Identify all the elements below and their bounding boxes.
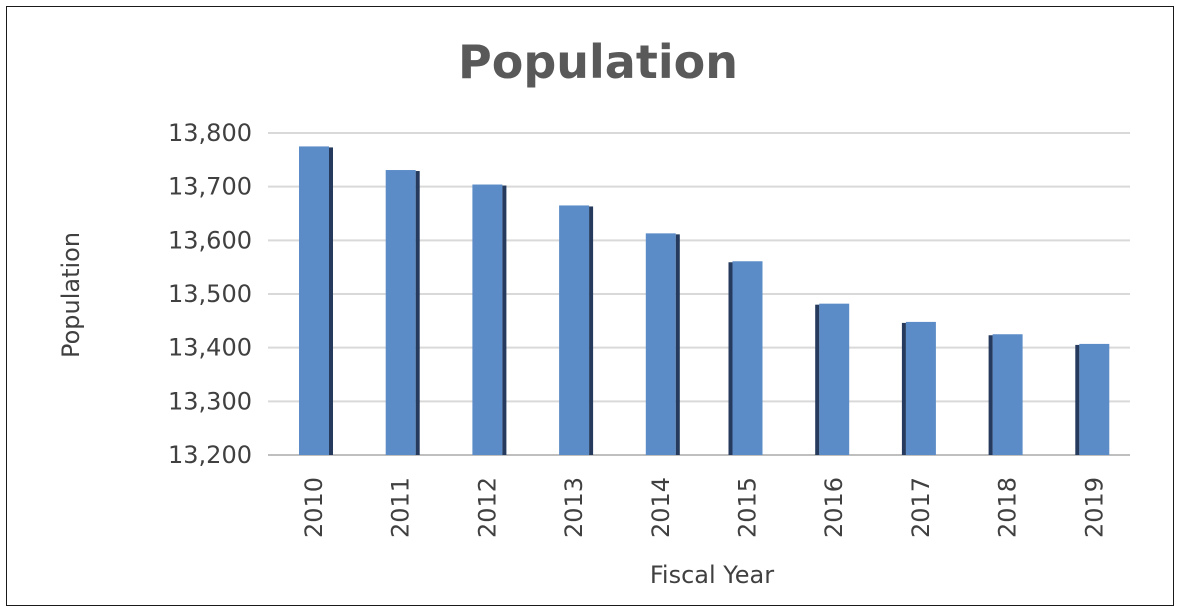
bar-side	[589, 206, 594, 455]
y-axis-label: Population	[57, 232, 85, 358]
bars	[299, 146, 1110, 455]
bar-side	[329, 147, 333, 455]
y-tick-label: 13,300	[168, 387, 252, 415]
x-tick-label: 2017	[907, 477, 935, 538]
y-tick-label: 13,500	[168, 280, 252, 308]
x-tick-label: 2018	[994, 477, 1022, 538]
bar	[732, 261, 763, 455]
x-tick-label: 2016	[820, 477, 848, 538]
y-tick-label: 13,400	[168, 334, 252, 362]
bar-2010	[299, 146, 333, 455]
x-axis-ticks: 2010 2011 2012 2013 2014 2015 2016 2017 2018 2019	[300, 477, 1108, 538]
bar	[645, 233, 676, 455]
x-tick-label: 2014	[647, 477, 675, 538]
bar	[299, 146, 329, 455]
bar-2014	[645, 233, 680, 455]
bar-side	[901, 322, 906, 455]
bar-side	[988, 335, 993, 455]
bar-side	[1075, 344, 1080, 455]
bar	[559, 205, 590, 455]
bar-side	[675, 234, 680, 455]
bar-2017	[901, 321, 936, 455]
x-tick-label: 2013	[560, 477, 588, 538]
bar-2018	[988, 334, 1023, 455]
bar-2013	[559, 205, 594, 455]
bar	[819, 303, 850, 455]
bar	[472, 184, 503, 455]
bar	[385, 170, 416, 455]
y-tick-label: 13,700	[168, 173, 252, 201]
y-tick-label: 13,800	[168, 119, 252, 147]
y-axis-ticks: 13,200 13,300 13,400 13,500 13,600 13,700 13,8…	[168, 119, 252, 469]
bar	[1079, 343, 1110, 455]
y-tick-label: 13,200	[168, 441, 252, 469]
x-tick-label: 2010	[300, 477, 328, 538]
chart-title: Population	[458, 35, 738, 89]
x-tick-label: 2012	[473, 477, 501, 538]
bar-2011	[385, 170, 420, 455]
bar-side	[502, 185, 507, 455]
x-tick-label: 2011	[387, 477, 415, 538]
bar-side	[815, 304, 820, 455]
x-tick-label: 2015	[734, 477, 762, 538]
y-tick-label: 13,600	[168, 226, 252, 254]
bar	[905, 321, 936, 455]
x-axis-label: Fiscal Year	[650, 561, 774, 589]
bar-side	[728, 262, 733, 455]
bar-2012	[472, 184, 507, 455]
x-tick-label: 2019	[1080, 477, 1108, 538]
bar-2019	[1075, 343, 1110, 455]
bar-side	[415, 171, 420, 455]
bar	[992, 334, 1023, 455]
bar-2016	[815, 303, 850, 455]
bar-2015	[728, 261, 763, 455]
